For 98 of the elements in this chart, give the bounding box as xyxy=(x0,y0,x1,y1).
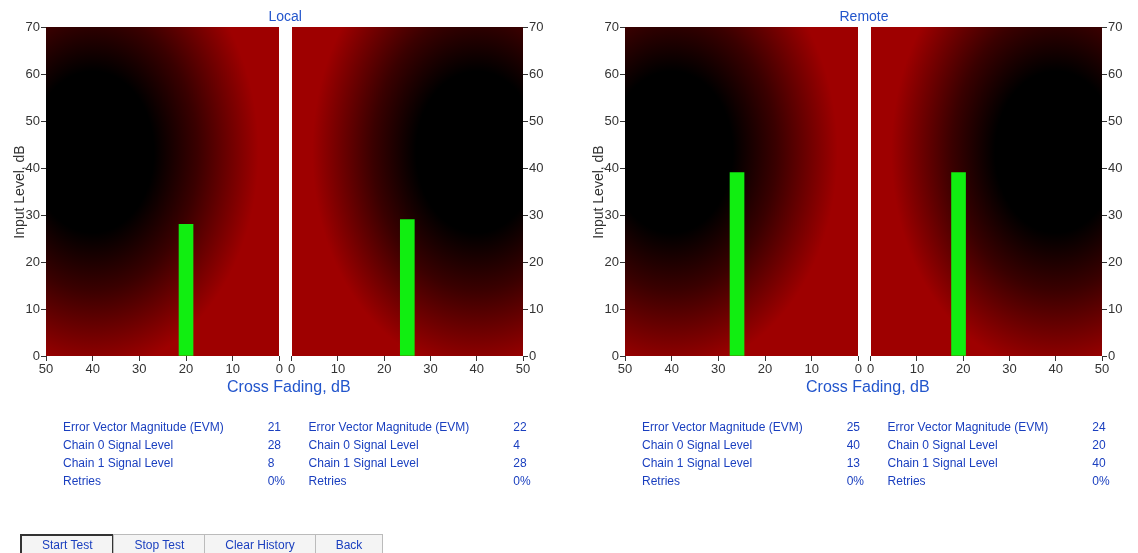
y-axis-title: Input Level, dB xyxy=(589,144,606,239)
text: 20 xyxy=(1092,438,1107,452)
y2-tick-label: 60 xyxy=(1108,65,1123,81)
y2-tick-label: 70 xyxy=(1108,18,1123,34)
x-tick-label: 50 xyxy=(617,361,633,377)
y-tick-label: 0 xyxy=(611,347,619,363)
x-axis-title: Cross Fading, dB xyxy=(227,378,351,396)
text: Retries xyxy=(63,474,102,488)
y-tick-label: 50 xyxy=(25,112,40,128)
x-tick-label: 50 xyxy=(1094,361,1110,377)
y-tick-label: 20 xyxy=(25,253,40,269)
y-tick-label: 10 xyxy=(604,300,619,316)
x-tick-label: 0 xyxy=(867,361,875,377)
y-tick-label: 70 xyxy=(604,18,619,34)
y-tick-label: 60 xyxy=(604,65,619,81)
x-tick-label: 30 xyxy=(711,361,726,377)
text: Error Vector Magnitude (EVM) xyxy=(63,420,225,434)
x-tick-label: 40 xyxy=(469,361,484,377)
x-tick-label: 0 xyxy=(275,361,283,377)
x-tick-label: 30 xyxy=(423,361,438,377)
y2-tick-label: 50 xyxy=(529,112,544,128)
text: 13 xyxy=(846,456,861,470)
y-tick-label: 10 xyxy=(25,300,40,316)
y-tick-label: 60 xyxy=(25,65,40,81)
x-tick-label: 40 xyxy=(1048,361,1063,377)
text: 40 xyxy=(1092,456,1107,470)
y2-tick-label: 30 xyxy=(1108,206,1123,222)
x-tick-label: 30 xyxy=(1002,361,1017,377)
text: 0% xyxy=(267,474,285,488)
y2-tick-label: 0 xyxy=(529,347,537,363)
text: 4 xyxy=(513,438,521,452)
text: 8 xyxy=(267,456,276,470)
text: Chain 0 Signal Level xyxy=(642,438,754,452)
text: 28 xyxy=(267,438,282,452)
x-tick-label: 0 xyxy=(288,361,296,377)
x-tick-label: 10 xyxy=(225,361,240,377)
y2-tick-label: 30 xyxy=(529,206,544,222)
y-tick-label: 40 xyxy=(604,159,619,175)
y-tick-label: 0 xyxy=(32,347,40,363)
text: 0% xyxy=(513,474,531,488)
x-tick-label: 50 xyxy=(515,361,531,377)
text: Chain 1 Signal Level xyxy=(308,456,420,470)
text: 0% xyxy=(1092,474,1110,488)
text: 24 xyxy=(1092,420,1107,434)
text: Chain 0 Signal Level xyxy=(63,438,175,452)
y-axis-title: Input Level, dB xyxy=(10,144,27,239)
y-tick-label: 30 xyxy=(604,206,619,222)
text: 25 xyxy=(846,420,861,434)
text: 40 xyxy=(846,438,861,452)
x-tick-label: 10 xyxy=(804,361,819,377)
x-axis-title: Cross Fading, dB xyxy=(806,378,930,396)
y2-tick-label: 10 xyxy=(529,300,544,316)
y2-tick-label: 40 xyxy=(529,159,544,175)
x-tick-label: 20 xyxy=(757,361,773,377)
text: Chain 0 Signal Level xyxy=(887,438,999,452)
y2-tick-label: 10 xyxy=(1108,300,1123,316)
text: Error Vector Magnitude (EVM) xyxy=(887,420,1050,434)
text: Retries xyxy=(308,474,348,488)
y2-tick-label: 70 xyxy=(529,18,544,34)
button[interactable]: Back xyxy=(314,534,384,553)
y2-tick-label: 60 xyxy=(529,65,544,81)
y2-tick-label: 50 xyxy=(1108,112,1123,128)
y-tick-label: 20 xyxy=(604,253,619,269)
x-tick-label: 20 xyxy=(955,361,971,377)
y2-tick-label: 20 xyxy=(1108,253,1123,269)
y-tick-label: 50 xyxy=(604,112,619,128)
text: 22 xyxy=(513,420,528,434)
y2-tick-label: 0 xyxy=(1108,347,1116,363)
text: 0% xyxy=(846,474,864,488)
x-tick-label: 30 xyxy=(132,361,147,377)
text: Chain 1 Signal Level xyxy=(642,456,754,470)
text: 28 xyxy=(513,456,528,470)
text: Chain 1 Signal Level xyxy=(887,456,999,470)
chart-title: Local xyxy=(268,8,302,24)
text: 21 xyxy=(267,420,282,434)
x-tick-label: 40 xyxy=(664,361,679,377)
text: Chain 0 Signal Level xyxy=(308,438,420,452)
chart-title: Remote xyxy=(839,8,889,24)
x-tick-label: 0 xyxy=(854,361,862,377)
text: Chain 1 Signal Level xyxy=(63,456,175,470)
x-tick-label: 10 xyxy=(909,361,925,377)
x-tick-label: 40 xyxy=(85,361,100,377)
button[interactable]: Start Test xyxy=(20,534,115,553)
y2-tick-label: 20 xyxy=(529,253,544,269)
y-tick-label: 30 xyxy=(25,206,40,222)
text: Error Vector Magnitude (EVM) xyxy=(308,420,471,434)
text: Retries xyxy=(642,474,681,488)
x-tick-label: 20 xyxy=(178,361,194,377)
y-tick-label: 40 xyxy=(25,159,40,175)
button[interactable]: Stop Test xyxy=(113,534,206,553)
text: Error Vector Magnitude (EVM) xyxy=(642,420,804,434)
text: Retries xyxy=(887,474,927,488)
button[interactable]: Clear History xyxy=(204,534,316,553)
x-tick-label: 10 xyxy=(330,361,346,377)
y2-tick-label: 40 xyxy=(1108,159,1123,175)
y-tick-label: 70 xyxy=(25,18,40,34)
x-tick-label: 50 xyxy=(38,361,54,377)
x-tick-label: 20 xyxy=(376,361,392,377)
